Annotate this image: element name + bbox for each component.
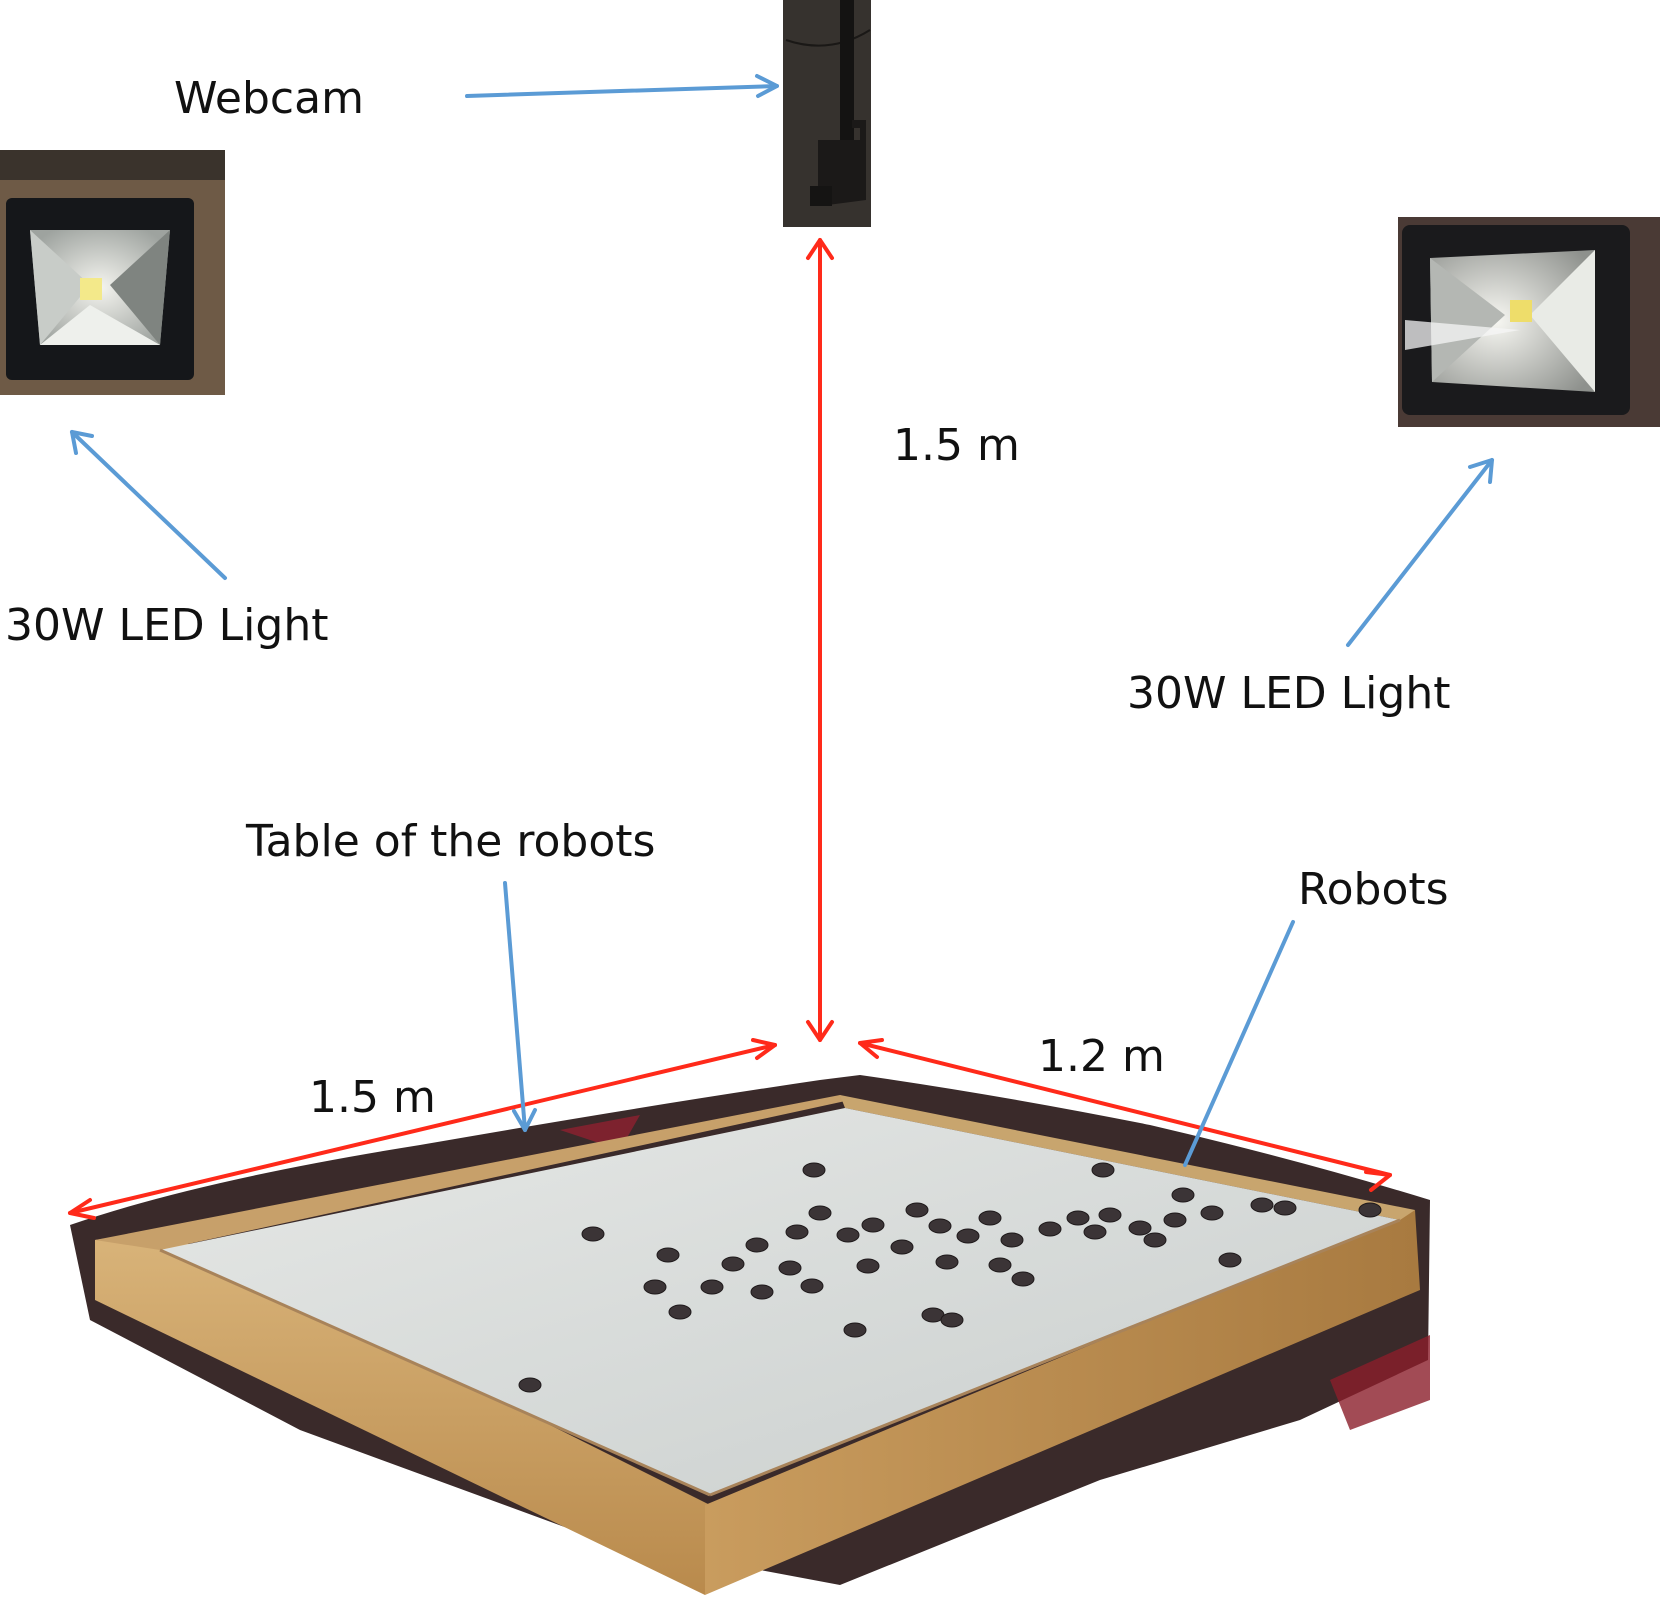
robot-marker	[843, 1322, 867, 1338]
robot-marker	[956, 1228, 980, 1244]
robot-marker	[581, 1226, 605, 1242]
webcam-pointer-head	[755, 74, 779, 98]
robot-marker	[808, 1205, 832, 1221]
led-left-pointer-head	[70, 430, 94, 455]
robot-marker	[928, 1218, 952, 1234]
robot-marker	[1200, 1205, 1224, 1221]
robot-marker	[978, 1210, 1002, 1226]
robot-marker	[905, 1202, 929, 1218]
robot-marker	[1038, 1221, 1062, 1237]
robot-marker	[1011, 1271, 1035, 1287]
robot-marker	[643, 1279, 667, 1295]
robot-marker	[800, 1278, 824, 1294]
robot-marker	[656, 1247, 680, 1263]
width-arrow-head-left	[68, 1198, 96, 1220]
robot-marker	[856, 1258, 880, 1274]
height-arrow-head-bottom	[806, 1020, 834, 1042]
robot-marker	[785, 1224, 809, 1240]
robot-marker	[721, 1256, 745, 1272]
robot-marker	[1171, 1187, 1195, 1203]
depth-arrow-head-left	[858, 1038, 884, 1059]
robot-marker	[1250, 1197, 1274, 1213]
robot-marker	[518, 1377, 542, 1393]
table-pointer-head	[512, 1108, 537, 1132]
robot-marker	[1128, 1220, 1152, 1236]
robot-marker	[802, 1162, 826, 1178]
robot-marker	[778, 1260, 802, 1276]
robot-marker	[1000, 1232, 1024, 1248]
depth-label: 1.2 m	[1038, 1031, 1165, 1082]
table-label: Table of the robots	[246, 816, 656, 867]
led-left-pointer	[70, 430, 227, 580]
robot-marker	[988, 1257, 1012, 1273]
robot-marker	[890, 1239, 914, 1255]
robot-marker	[1098, 1207, 1122, 1223]
pointer-arrows	[70, 74, 1494, 1167]
led-right-label: 30W LED Light	[1127, 668, 1451, 719]
dimension-arrows	[68, 238, 1392, 1220]
webcam-photo	[783, 0, 871, 227]
depth-arrow-head-right	[1364, 1170, 1392, 1192]
robot-marker	[750, 1284, 774, 1300]
webcam-label: Webcam	[174, 73, 364, 124]
robot-marker	[935, 1254, 959, 1270]
led-right-pointer-head	[1468, 458, 1494, 484]
robot-marker	[745, 1237, 769, 1253]
led-right-pointer	[1346, 458, 1494, 647]
robot-marker	[1218, 1252, 1242, 1268]
width-label: 1.5 m	[309, 1072, 436, 1123]
robot-marker	[1091, 1162, 1115, 1178]
robot-marker	[940, 1312, 964, 1328]
table-pointer	[503, 881, 527, 1132]
robot-marker	[1358, 1202, 1382, 1218]
robot-marker	[1143, 1232, 1167, 1248]
robot-table-photo	[70, 1075, 1430, 1595]
robot-marker	[1273, 1200, 1297, 1216]
robots-pointer	[1183, 920, 1295, 1167]
depth-arrow	[858, 1041, 1392, 1177]
robot-marker	[1083, 1224, 1107, 1240]
led-left-label: 30W LED Light	[5, 600, 329, 651]
width-arrow	[68, 1043, 777, 1215]
robot-marker	[836, 1227, 860, 1243]
robot-marker	[668, 1304, 692, 1320]
height-label: 1.5 m	[893, 420, 1020, 471]
height-arrow-head-top	[806, 238, 834, 260]
robots-label: Robots	[1298, 864, 1449, 915]
robot-marker	[1163, 1212, 1187, 1228]
robot-marker	[700, 1279, 724, 1295]
webcam-pointer	[465, 84, 779, 98]
width-arrow-head-right	[751, 1038, 777, 1060]
led-right-photo	[1398, 217, 1660, 427]
robot-marker	[861, 1217, 885, 1233]
robot-marker	[1066, 1210, 1090, 1226]
led-left-photo	[0, 150, 225, 395]
